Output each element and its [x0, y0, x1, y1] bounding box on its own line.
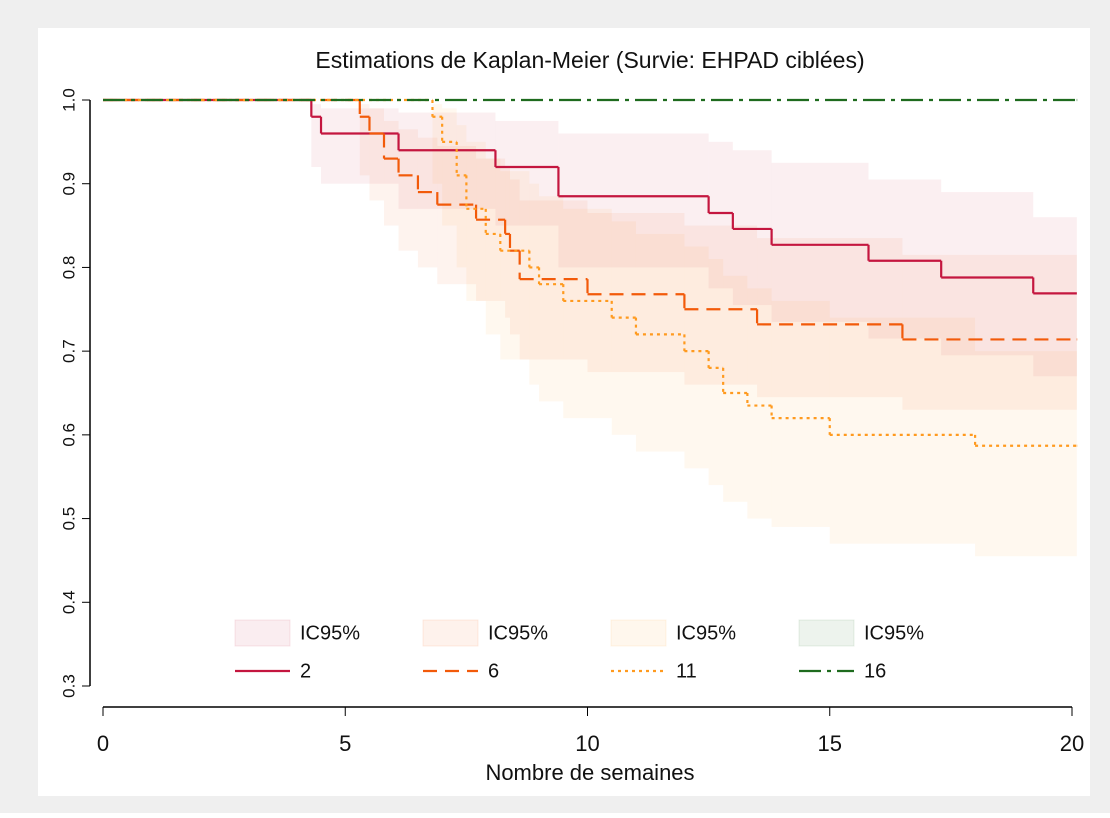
x-tick-label: 15 — [818, 731, 842, 756]
ci-band — [417, 137, 438, 268]
ci-band — [708, 259, 724, 486]
ci-band — [868, 179, 942, 339]
y-tick-label: 1.0 — [59, 88, 78, 112]
ci-band — [369, 108, 385, 201]
ci-band — [732, 150, 772, 306]
y-tick-label: 0.9 — [59, 172, 78, 196]
ci-band — [975, 351, 1077, 557]
x-tick-label: 10 — [575, 731, 599, 756]
legend-swatch — [234, 619, 291, 647]
ci-band — [587, 213, 685, 373]
ci-band — [635, 233, 685, 452]
legend-label: 2 — [300, 660, 311, 682]
x-axis-label: Nombre de semaines — [485, 760, 694, 785]
ci-band — [611, 221, 636, 435]
y-tick-label: 0.8 — [59, 256, 78, 280]
plot-region — [38, 28, 1090, 796]
ci-band — [500, 171, 530, 360]
ci-band — [563, 208, 612, 419]
ci-band — [505, 166, 510, 318]
legend-swatch — [798, 619, 855, 647]
x-tick-label: 0 — [97, 731, 109, 756]
ci-band — [1033, 217, 1077, 377]
ci-band — [539, 196, 564, 402]
legend-label: IC95% — [864, 622, 924, 644]
ci-band — [476, 158, 506, 301]
ci-band — [771, 300, 830, 527]
ci-band — [495, 120, 559, 226]
ci-band — [384, 120, 399, 226]
ci-band — [398, 129, 418, 251]
legend-swatch — [610, 619, 667, 647]
ci-band — [321, 108, 399, 184]
ci-band — [398, 112, 496, 209]
ci-band — [723, 275, 748, 502]
ci-band — [437, 146, 477, 285]
ci-band — [757, 238, 903, 398]
ci-band — [432, 104, 443, 184]
ci-band — [442, 108, 457, 226]
ci-band — [708, 141, 733, 289]
legend-label: 6 — [488, 660, 499, 682]
ci-band — [829, 317, 976, 544]
ci-band — [311, 104, 322, 167]
ci-band — [466, 141, 486, 301]
y-tick-label: 0.3 — [59, 674, 78, 698]
legend-label: IC95% — [300, 622, 360, 644]
ci-band — [359, 104, 370, 176]
ci-band — [747, 288, 772, 519]
ci-band — [558, 133, 709, 268]
x-tick-label: 20 — [1060, 731, 1084, 756]
y-tick-label: 0.5 — [59, 507, 78, 531]
legend-label: IC95% — [488, 622, 548, 644]
ci-band — [771, 162, 869, 322]
ci-band — [684, 225, 758, 385]
ci-band — [684, 246, 709, 469]
x-tick-label: 5 — [339, 731, 351, 756]
ci-band — [456, 125, 467, 268]
ci-band — [529, 183, 540, 385]
legend-swatch — [422, 619, 479, 647]
ci-band — [509, 179, 520, 335]
y-tick-label: 0.7 — [59, 339, 78, 363]
legend-label: 16 — [864, 660, 886, 682]
ci-band — [941, 192, 1034, 356]
legend-label: IC95% — [676, 622, 736, 644]
y-tick-label: 0.4 — [59, 590, 78, 614]
legend-label: 11 — [676, 660, 697, 682]
y-tick-label: 0.6 — [59, 423, 78, 447]
chart-title: Estimations de Kaplan-Meier (Survie: EHP… — [315, 47, 864, 73]
ci-band — [902, 254, 1077, 410]
ci-band — [485, 158, 501, 335]
